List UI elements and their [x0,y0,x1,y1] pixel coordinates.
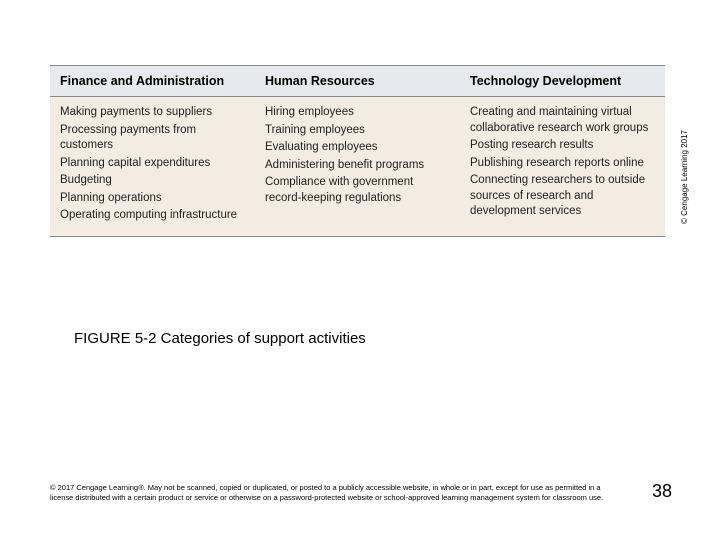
column-header: Finance and Administration [50,66,255,97]
list-item: Compliance with government record-keepin… [265,175,450,206]
list-item: Planning operations [60,191,245,207]
list-item: Training employees [265,123,450,139]
column-header: Technology Development [460,66,665,97]
list-item: Administering benefit programs [265,158,450,174]
column-body: Making payments to suppliers Processing … [50,97,255,236]
table-column-hr: Human Resources Hiring employees Trainin… [255,66,460,236]
list-item: Evaluating employees [265,140,450,156]
table-column-tech: Technology Development Creating and main… [460,66,665,236]
list-item: Publishing research reports online [470,156,655,172]
support-activities-table: Finance and Administration Making paymen… [50,65,665,237]
list-item: Budgeting [60,173,245,189]
list-item: Posting research results [470,138,655,154]
column-body: Hiring employees Training employees Eval… [255,97,460,236]
figure-caption: FIGURE 5-2 Categories of support activit… [74,330,366,347]
table-column-finance: Finance and Administration Making paymen… [50,66,255,236]
footer-copyright: © 2017 Cengage Learning®. May not be sca… [50,483,610,502]
list-item: Planning capital expenditures [60,156,245,172]
table-grid: Finance and Administration Making paymen… [50,65,665,237]
list-item: Creating and maintaining virtual collabo… [470,105,655,136]
page-number: 38 [652,481,672,502]
list-item: Making payments to suppliers [60,105,245,121]
list-item: Hiring employees [265,105,450,121]
list-item: Operating computing infrastructure [60,208,245,224]
slide: Finance and Administration Making paymen… [0,0,720,540]
side-copyright: © Cengage Learning 2017 [680,130,689,224]
column-header: Human Resources [255,66,460,97]
list-item: Processing payments from customers [60,123,245,154]
list-item: Connecting researchers to outside source… [470,173,655,220]
column-body: Creating and maintaining virtual collabo… [460,97,665,236]
